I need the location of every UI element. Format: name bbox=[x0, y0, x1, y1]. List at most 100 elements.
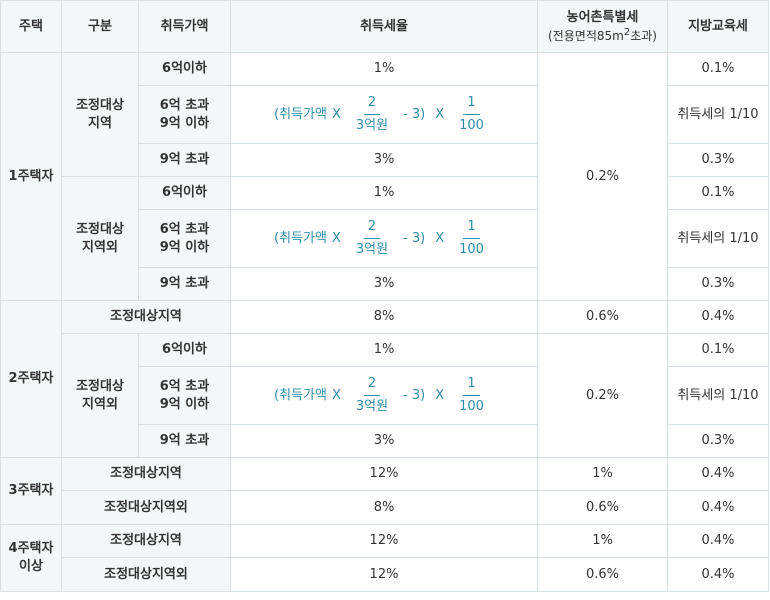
edu-tax-cell: 취득세의 1/10 bbox=[667, 209, 769, 268]
formula-prefix: (취득가액 bbox=[274, 387, 327, 403]
rate-formula: (취득가액 X 2 3억원 - 3) X 1 100 bbox=[274, 218, 494, 259]
edu-tax-cell: 0.4% bbox=[667, 557, 769, 592]
rural-note-suffix: 초과) bbox=[630, 29, 657, 44]
fraction-denominator: 3억원 bbox=[355, 399, 389, 414]
edu-tax-cell: 0.1% bbox=[667, 52, 769, 86]
division-label: 조정대상지역외 bbox=[61, 557, 231, 592]
division-label: 조정대상지역 bbox=[61, 457, 231, 491]
edu-tax-cell: 0.3% bbox=[667, 267, 769, 301]
price-cell: 6억이하 bbox=[138, 333, 231, 367]
division-label: 조정대상 지역 bbox=[61, 52, 139, 177]
formula-fraction: 1 100 bbox=[455, 218, 488, 259]
edu-tax-cell: 0.3% bbox=[667, 424, 769, 458]
table-row: 조정대상지역외 12% 0.6% 0.4% bbox=[1, 557, 769, 592]
fraction-numerator: 1 bbox=[463, 218, 480, 239]
division-label: 조정대상지역 bbox=[61, 524, 231, 558]
price-cell: 9억 초과 bbox=[138, 143, 231, 177]
table-row: 9억 초과 3% 0.3% bbox=[1, 424, 769, 458]
table-row: 4주택자 이상 조정대상지역 12% 1% 0.4% bbox=[0, 524, 769, 592]
rate-cell: 1% bbox=[230, 333, 538, 367]
formula-minus: - 3) bbox=[403, 106, 426, 122]
price-cell: 6억이하 bbox=[138, 52, 231, 86]
house-label-1: 1주택자 bbox=[0, 52, 62, 301]
rate-cell: 1% bbox=[230, 52, 538, 86]
price-cell: 6억 초과 9억 이하 bbox=[138, 85, 231, 144]
division-label: 조정대상 지역외 bbox=[61, 333, 139, 458]
formula-fraction: 2 3억원 bbox=[352, 218, 392, 259]
rate-cell: 12% bbox=[230, 524, 538, 558]
rate-formula: (취득가액 X 2 3억원 - 3) X 1 100 bbox=[274, 94, 494, 135]
formula-fraction: 1 100 bbox=[455, 375, 488, 416]
fraction-denominator: 100 bbox=[459, 242, 484, 257]
rural-tax-cell: 0.2% bbox=[537, 52, 668, 301]
formula-fraction: 1 100 bbox=[455, 94, 488, 135]
fraction-numerator: 1 bbox=[463, 94, 480, 115]
price-cell: 9억 초과 bbox=[138, 267, 231, 301]
fraction-denominator: 3억원 bbox=[355, 118, 389, 133]
header-rural-tax-label: 농어촌특별세 bbox=[566, 9, 639, 25]
division-label: 조정대상지역외 bbox=[61, 490, 231, 525]
table-row: 9억 초과 3% 0.3% bbox=[1, 143, 769, 177]
edu-tax-cell: 0.1% bbox=[667, 176, 769, 210]
division-label: 조정대상 지역외 bbox=[61, 176, 139, 301]
rate-cell: 1% bbox=[230, 176, 538, 210]
price-cell: 6억이하 bbox=[138, 176, 231, 210]
rural-tax-cell: 1% bbox=[537, 524, 668, 558]
table-row: 9억 초과 3% 0.3% bbox=[1, 267, 769, 301]
formula-times: X bbox=[331, 230, 341, 246]
rate-cell: 3% bbox=[230, 424, 538, 458]
formula-fraction: 2 3억원 bbox=[352, 94, 392, 135]
rural-note-sup: 2 bbox=[623, 27, 631, 39]
rate-formula: (취득가액 X 2 3억원 - 3) X 1 100 bbox=[274, 375, 494, 416]
formula-times: X bbox=[331, 387, 341, 403]
rate-cell: 8% bbox=[230, 490, 538, 525]
rural-tax-cell: 0.6% bbox=[537, 300, 668, 334]
table-row: 6억 초과 9억 이하 (취득가액 X 2 3억원 - 3) X 1 100 취득세… bbox=[1, 366, 769, 425]
header-house: 주택 bbox=[0, 0, 62, 53]
rate-formula-cell: (취득가액 X 2 3억원 - 3) X 1 100 bbox=[230, 209, 538, 268]
house-label-3: 3주택자 bbox=[0, 457, 62, 525]
formula-minus: - 3) bbox=[403, 387, 426, 403]
edu-tax-cell: 0.4% bbox=[667, 300, 769, 334]
edu-tax-cell: 0.3% bbox=[667, 143, 769, 177]
header-edu-tax: 지방교육세 bbox=[667, 0, 769, 53]
table-row: 조정대상 지역외 6억이하 1% 0.2% 0.1% bbox=[1, 333, 769, 458]
header-row: 주택 구분 취득가액 취득세율 농어촌특별세 (전용면적85m2초과) 지방교육… bbox=[0, 0, 769, 53]
rural-note-prefix: (전용면적85m bbox=[548, 29, 624, 44]
rural-tax-cell: 0.2% bbox=[537, 333, 668, 458]
fraction-numerator: 1 bbox=[463, 375, 480, 396]
formula-times: X bbox=[435, 106, 445, 122]
rate-formula-cell: (취득가액 X 2 3억원 - 3) X 1 100 bbox=[230, 85, 538, 144]
formula-prefix: (취득가액 bbox=[274, 230, 327, 246]
formula-minus: - 3) bbox=[403, 230, 426, 246]
formula-times: X bbox=[435, 230, 445, 246]
rate-cell: 12% bbox=[230, 557, 538, 592]
edu-tax-cell: 취득세의 1/10 bbox=[667, 85, 769, 144]
formula-fraction: 2 3억원 bbox=[352, 375, 392, 416]
fraction-numerator: 2 bbox=[363, 94, 381, 115]
rate-formula-cell: (취득가액 X 2 3억원 - 3) X 1 100 bbox=[230, 366, 538, 425]
price-cell: 6억 초과 9억 이하 bbox=[138, 366, 231, 425]
formula-prefix: (취득가액 bbox=[274, 106, 327, 122]
fraction-numerator: 2 bbox=[363, 375, 381, 396]
header-division: 구분 bbox=[61, 0, 139, 53]
formula-times: X bbox=[435, 387, 445, 403]
edu-tax-cell: 0.4% bbox=[667, 490, 769, 525]
table-row: 조정대상 지역외 6억이하 1% 0.1% bbox=[1, 176, 769, 301]
table-row: 2주택자 조정대상지역 8% 0.6% 0.4% bbox=[0, 300, 769, 458]
rural-tax-cell: 1% bbox=[537, 457, 668, 491]
header-rural-tax-note: (전용면적85m2초과) bbox=[539, 26, 667, 44]
table-row: 1주택자 조정대상 지역 6억이하 1% 0.2% 0.1% bbox=[0, 52, 769, 301]
rate-cell: 3% bbox=[230, 267, 538, 301]
rate-cell: 8% bbox=[230, 300, 538, 334]
price-cell: 6억 초과 9억 이하 bbox=[138, 209, 231, 268]
table-row: 3주택자 조정대상지역 12% 1% 0.4% bbox=[0, 457, 769, 525]
price-cell: 9억 초과 bbox=[138, 424, 231, 458]
fraction-denominator: 100 bbox=[459, 118, 484, 133]
header-rate: 취득세율 bbox=[230, 0, 538, 53]
formula-times: X bbox=[331, 106, 341, 122]
table-row: 조정대상지역외 8% 0.6% 0.4% bbox=[1, 490, 769, 525]
edu-tax-cell: 0.1% bbox=[667, 333, 769, 367]
edu-tax-cell: 취득세의 1/10 bbox=[667, 366, 769, 425]
